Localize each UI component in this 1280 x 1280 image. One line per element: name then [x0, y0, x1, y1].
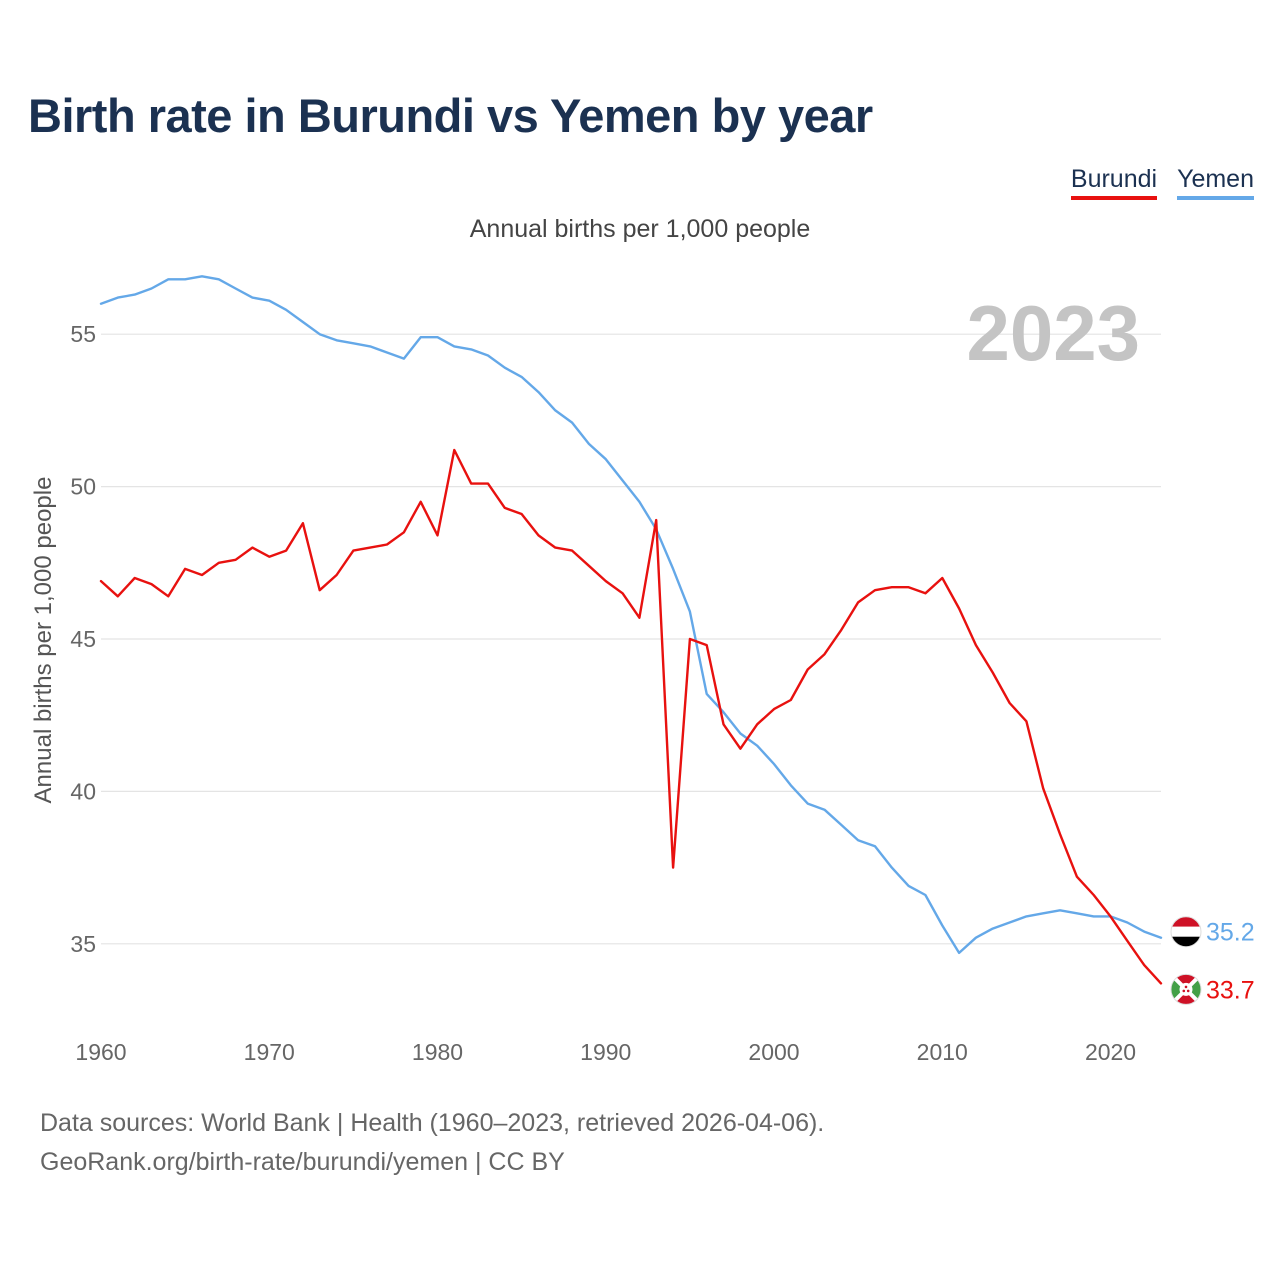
x-tick-label: 2010	[917, 1039, 968, 1065]
y-tick-label: 45	[70, 626, 96, 652]
series-lines	[99, 275, 1163, 985]
chart-title: Birth rate in Burundi vs Yemen by year	[28, 89, 873, 142]
y-axis: 35 40 45 50 55	[70, 321, 96, 957]
series-line-yemen[interactable]	[99, 275, 1163, 955]
y-tick-label: 35	[70, 931, 96, 957]
source-line-2[interactable]: GeoRank.org/birth-rate/burundi/yemen | C…	[40, 1148, 565, 1176]
x-tick-label: 1970	[244, 1039, 295, 1065]
legend-item-yemen[interactable]: Yemen	[1177, 164, 1254, 200]
end-value-label-burundi: 33.7	[1206, 976, 1255, 1004]
end-value-label-yemen: 35.2	[1206, 919, 1255, 947]
end-markers: 33.7 35.2	[1170, 916, 1255, 1005]
year-watermark: 2023	[966, 289, 1140, 377]
gridlines	[101, 333, 1161, 945]
y-axis-label: Annual births per 1,000 people	[30, 477, 57, 804]
legend-item-burundi[interactable]: Burundi	[1070, 164, 1158, 200]
y-tick-label: 55	[70, 321, 96, 347]
burundi-flag-icon	[1170, 973, 1202, 1005]
source-note: Data sources: World Bank | Health (1960–…	[40, 1104, 824, 1182]
y-tick-label: 50	[70, 474, 96, 500]
x-tick-label: 2020	[1085, 1039, 1136, 1065]
y-tick-label: 40	[70, 778, 96, 804]
chart-subtitle: Annual births per 1,000 people	[469, 215, 811, 243]
legend: Burundi Yemen	[1070, 164, 1254, 200]
x-tick-label: 1980	[412, 1039, 463, 1065]
x-tick-label: 2000	[748, 1039, 799, 1065]
x-tick-label: 1990	[580, 1039, 631, 1065]
x-axis: 1960 1970 1980 1990 2000 2010 2020	[75, 1039, 1136, 1065]
x-tick-label: 1960	[75, 1039, 126, 1065]
yemen-flag-icon	[1170, 916, 1202, 948]
source-line-1: Data sources: World Bank | Health (1960–…	[40, 1109, 825, 1137]
series-line-burundi[interactable]	[99, 448, 1163, 985]
